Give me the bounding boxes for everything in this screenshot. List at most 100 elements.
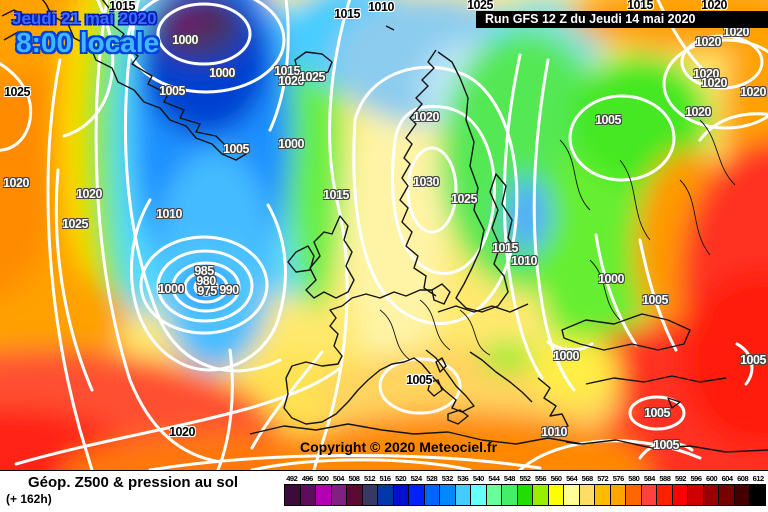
pressure-label-1025: 1025: [4, 85, 30, 99]
map-date: Jeudi 21 mai 2020: [12, 9, 157, 28]
pressure-label-1010: 1010: [541, 425, 567, 439]
pressure-label-1015: 1015: [334, 7, 360, 21]
legend-value: 552: [519, 474, 531, 483]
pressure-label-1020: 1020: [685, 105, 711, 119]
map-local-time: 8:00 locale: [16, 27, 160, 58]
legend-value: 560: [550, 474, 563, 483]
legend-swatch: [471, 485, 487, 505]
pressure-label-1025: 1025: [299, 70, 325, 84]
pressure-label-1020: 1020: [701, 76, 727, 90]
pressure-label-1005: 1005: [642, 293, 668, 307]
pressure-label-1015: 1015: [627, 0, 653, 12]
legend-swatch: [285, 485, 301, 505]
legend-swatch: [688, 485, 704, 505]
legend-swatch: [502, 485, 518, 505]
pressure-label-1000: 1000: [209, 66, 235, 80]
run-info-bar: Run GFS 12 Z du Jeudi 14 mai 2020: [476, 11, 768, 28]
map-area: 1015 1015 1010 1025 1015 1020 1025 1020 1005 1000…: [0, 0, 768, 470]
legend-value: 584: [643, 474, 656, 483]
legend-value: 564: [566, 474, 578, 483]
legend-swatch: [486, 485, 503, 505]
pressure-labels-layer: 1015 1015 1010 1025 1015 1020 1025 1020 1005 1000…: [3, 0, 766, 452]
pressure-label-1020: 1020: [76, 187, 102, 201]
legend-value: 524: [410, 474, 423, 483]
pressure-label-1020: 1020: [701, 0, 727, 12]
pressure-label-1025: 1025: [451, 192, 477, 206]
legend-swatch: [657, 485, 673, 505]
legend-swatch: [455, 485, 472, 505]
pressure-label-1025: 1025: [467, 0, 493, 12]
legend-swatch: [610, 485, 627, 505]
legend-value: 536: [457, 474, 469, 483]
forecast-hour: (+ 162h): [6, 492, 52, 506]
legend-swatch: [362, 485, 379, 505]
legend-values-row: 492 496 500 504 508 512 516 520 524 528 532 536 540 5…: [284, 473, 766, 484]
legend-swatch: [517, 485, 534, 505]
legend-swatch: [595, 485, 611, 505]
legend-swatch: [300, 485, 317, 505]
legend-swatch: [393, 485, 410, 505]
pressure-label-1015: 1015: [323, 188, 349, 202]
footer-bar: Géop. Z500 & pression au sol (+ 162h) 49…: [0, 470, 768, 512]
pressure-label-1005: 1005: [653, 438, 679, 452]
pressure-label-1005: 1005: [740, 353, 766, 367]
coastlines-layer: [1, 0, 768, 453]
pressure-label-1020: 1020: [278, 74, 304, 88]
legend-value: 612: [752, 474, 765, 483]
pressure-label-1005: 1005: [223, 142, 249, 156]
pressure-label-1005: 1005: [159, 84, 185, 98]
legend-swatch: [409, 485, 425, 505]
legend-value: 608: [737, 474, 749, 483]
pressure-label-1000: 1000: [172, 33, 198, 47]
legend-value: 588: [659, 474, 671, 483]
legend-value: 496: [301, 474, 314, 483]
pressure-label-1020: 1020: [723, 25, 749, 39]
legend-value: 516: [379, 474, 392, 483]
legend-swatch: [347, 485, 363, 505]
copyright-text: Copyright © 2020 Meteociel.fr: [300, 439, 498, 455]
legend-swatch: [750, 485, 765, 505]
pressure-label-1020: 1020: [740, 85, 766, 99]
legend-value: 508: [348, 474, 360, 483]
pressure-label-1015: 1015: [492, 241, 518, 255]
legend-value: 600: [706, 474, 718, 483]
pressure-label-1020: 1020: [413, 110, 439, 124]
legend-swatch: [579, 485, 596, 505]
map-title: Géop. Z500 & pression au sol: [28, 474, 239, 491]
legend-swatch: [331, 485, 348, 505]
legend-swatch: [316, 485, 332, 505]
pressure-label-1010: 1010: [511, 254, 537, 268]
pressure-label-1000: 1000: [598, 272, 624, 286]
pressure-label-980: 980: [196, 274, 216, 288]
pressure-label-1005: 1005: [595, 113, 621, 127]
geopotential-field: [0, 0, 768, 470]
legend-swatch: [424, 485, 441, 505]
pressure-label-990: 990: [219, 283, 239, 297]
legend-swatch: [533, 485, 549, 505]
pressure-label-1020: 1020: [695, 35, 721, 49]
legend-value: 544: [488, 474, 500, 483]
isobars-layer: [0, 0, 768, 470]
legend-value: 596: [690, 474, 702, 483]
legend-value: 504: [332, 474, 345, 483]
legend-value: 528: [426, 474, 438, 483]
legend-swatch: [734, 485, 751, 505]
legend-value: 548: [503, 474, 516, 483]
legend-value: 568: [581, 474, 594, 483]
legend-swatch: [641, 485, 658, 505]
legend-value: 512: [364, 474, 376, 483]
legend-value: 592: [674, 474, 687, 483]
legend-swatch: [626, 485, 642, 505]
legend-value: 572: [597, 474, 609, 483]
pressure-label-1020: 1020: [693, 67, 719, 81]
pressure-label-1010: 1010: [368, 0, 394, 14]
pressure-label-1000: 1000: [553, 349, 579, 363]
pressure-label-1005: 1005: [406, 373, 432, 387]
pressure-label-975: 975: [197, 284, 217, 298]
legend-value: 500: [317, 474, 329, 483]
legend-swatch: [703, 485, 720, 505]
legend-value: 520: [395, 474, 407, 483]
pressure-label-985: 985: [194, 264, 214, 278]
legend-value: 576: [612, 474, 625, 483]
